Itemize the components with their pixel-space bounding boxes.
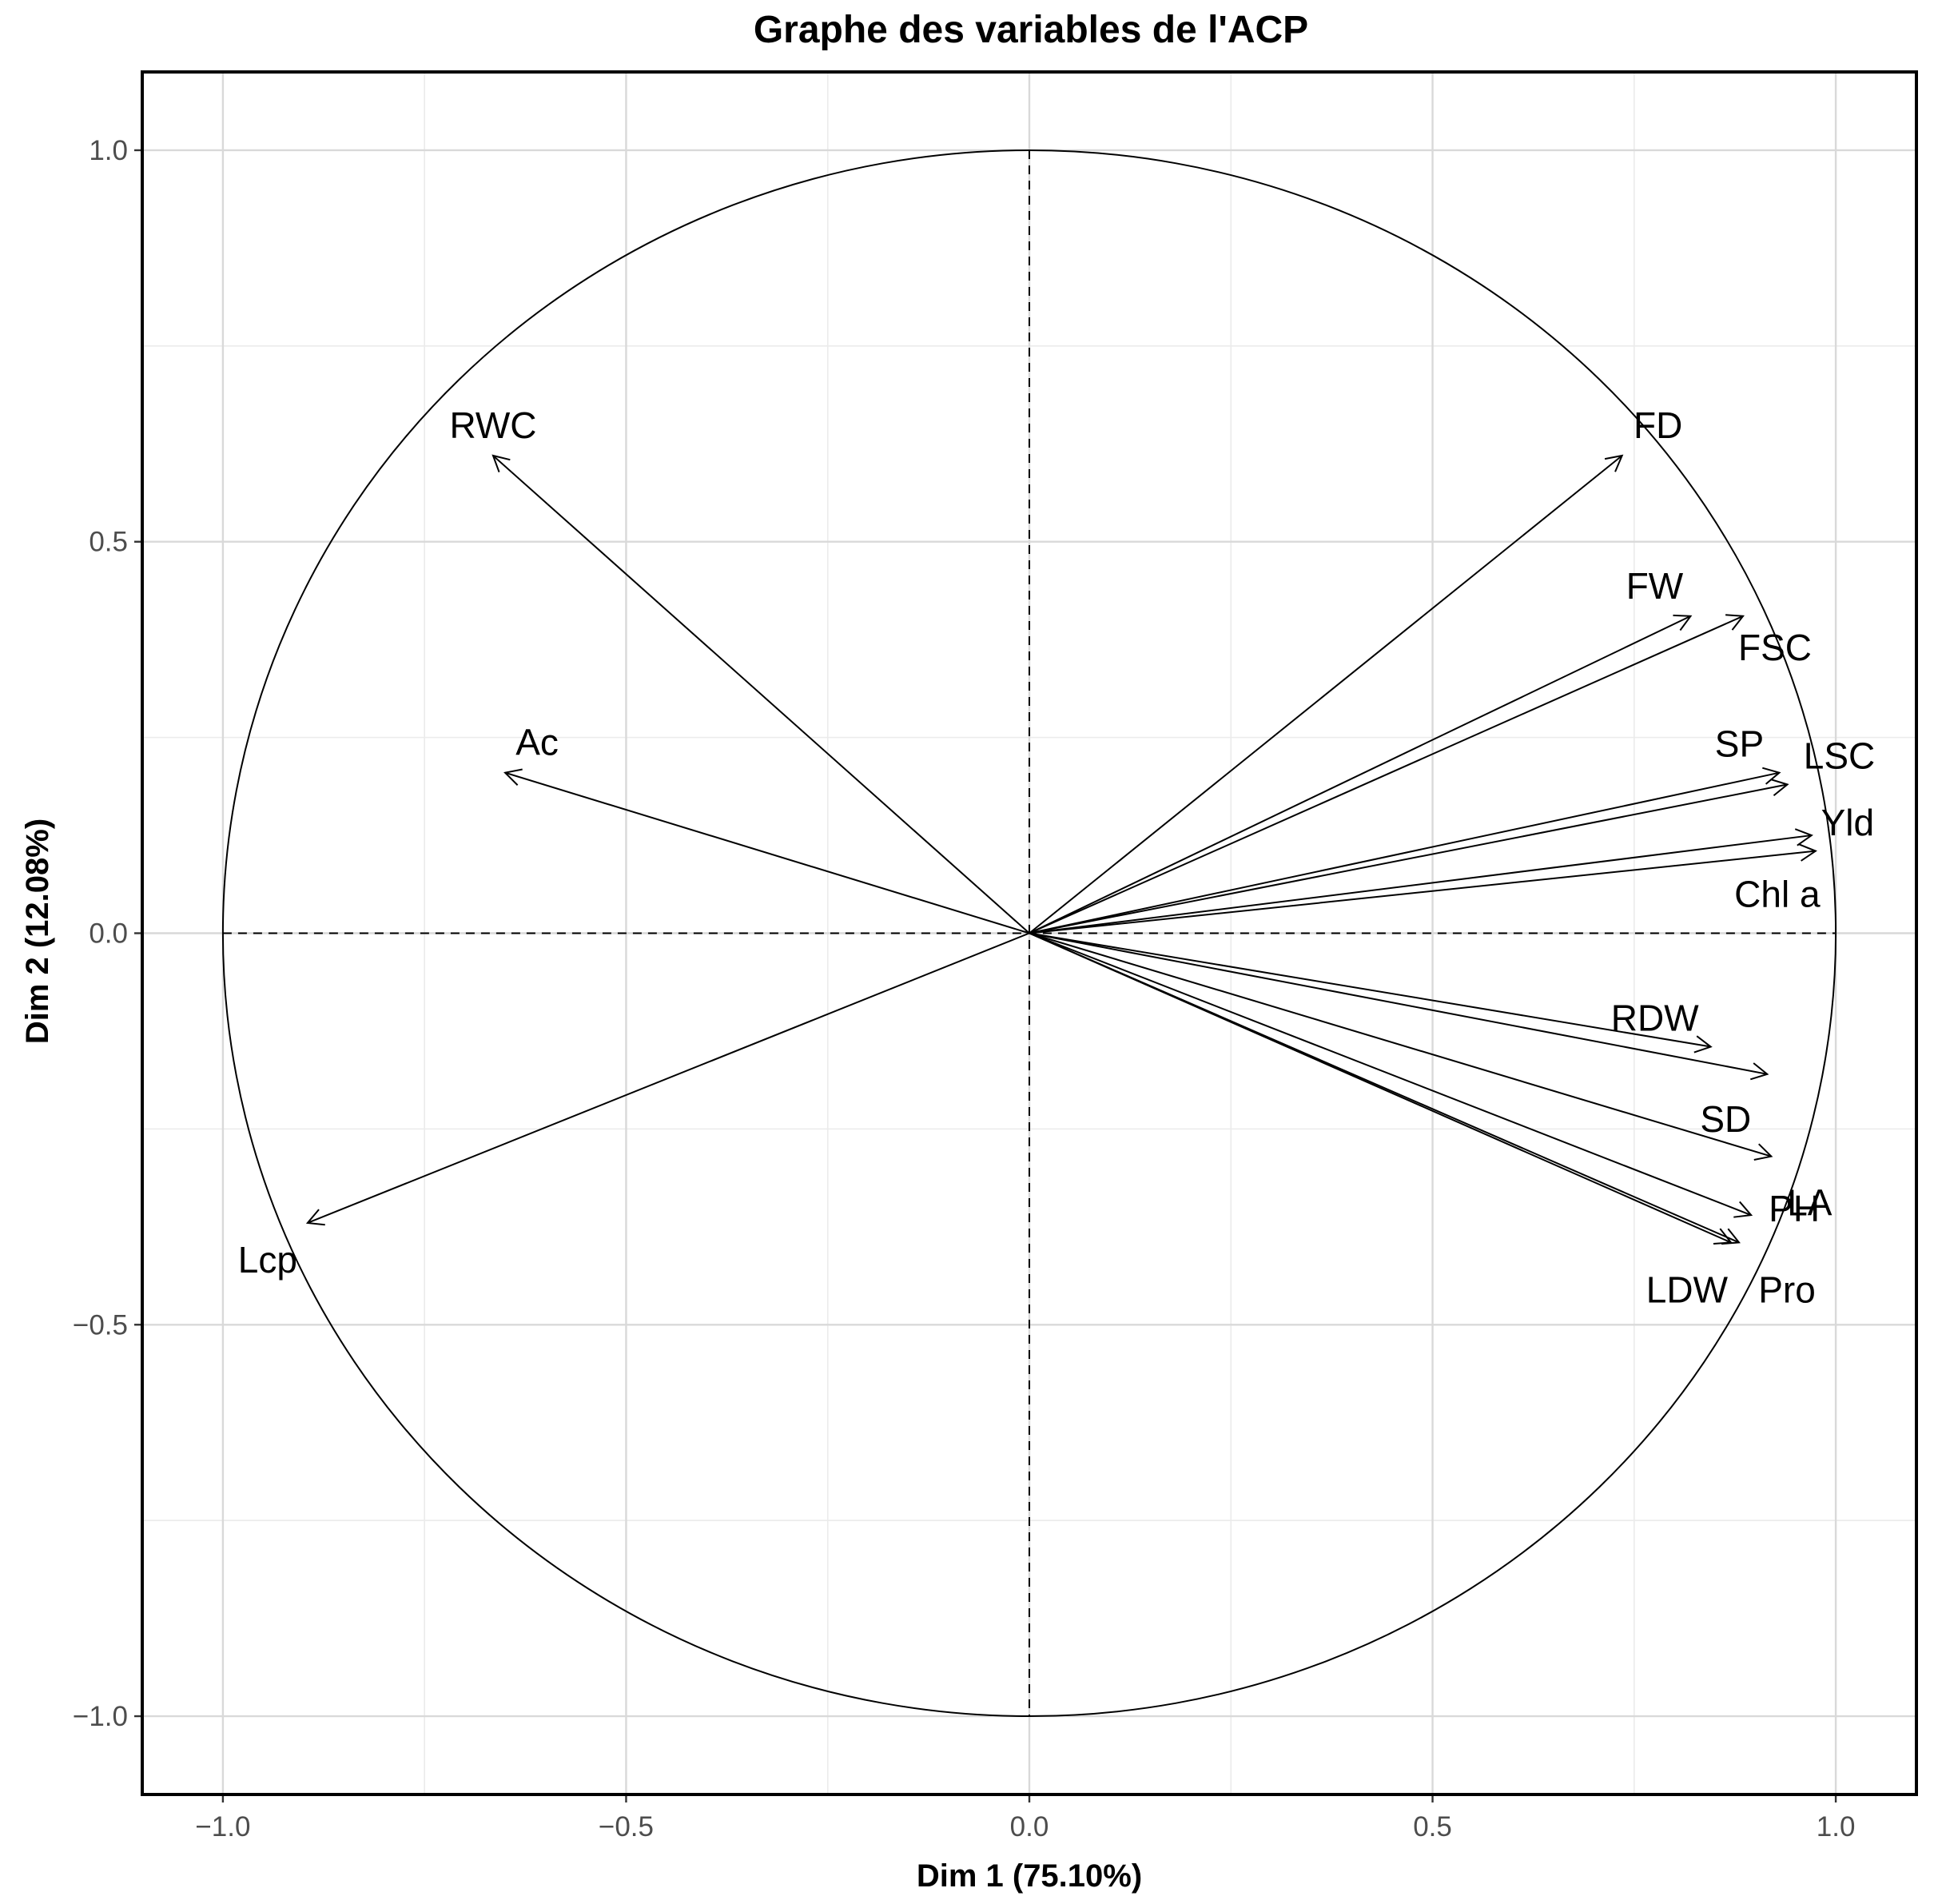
y-tick-label: −0.5 <box>73 1309 128 1340</box>
arrow-ph <box>1029 932 1752 1217</box>
x-tick-label: 0.5 <box>1413 1811 1452 1842</box>
y-tick-label: 0.5 <box>89 527 128 558</box>
label-la: LA <box>1787 1182 1833 1224</box>
arrowhead-rdw <box>1693 1035 1713 1054</box>
label-lsc: LSC <box>1804 735 1875 776</box>
x-axis-title: Dim 1 (75.10%) <box>917 1858 1142 1894</box>
arrow-yld <box>1029 834 1812 934</box>
x-axis-tick-labels: −1.0 −0.5 0.0 0.5 1.0 <box>195 1811 1855 1842</box>
arrow-sd <box>1029 932 1768 1075</box>
x-tick-label: −0.5 <box>599 1811 654 1842</box>
arrow-pro <box>1029 932 1740 1244</box>
arrowhead-lsc <box>1770 779 1789 797</box>
correlation-circle-layer <box>221 149 1837 1718</box>
label-ac: Ac <box>515 722 559 763</box>
y-tick-label: −1.0 <box>73 1701 128 1732</box>
label-pro: Pro <box>1758 1269 1816 1310</box>
arrowhead-sd <box>1750 1062 1769 1081</box>
arrow-ac <box>504 771 1030 934</box>
label-fsc: FSC <box>1738 627 1812 668</box>
arrowhead-sp <box>1762 767 1781 785</box>
arrow-sp <box>1029 771 1780 934</box>
label-lcp: Lcp <box>238 1239 297 1281</box>
arrowhead-chl-a <box>1799 843 1817 862</box>
arrow-la <box>1029 932 1772 1157</box>
label-fd: FD <box>1634 404 1682 446</box>
label-ph: PH <box>1769 1188 1820 1229</box>
label-sd: SD <box>1700 1098 1751 1140</box>
arrowhead-ac <box>503 768 523 786</box>
chart-title: Graphe des variables de l'ACP <box>754 9 1308 51</box>
arrow-lcp <box>307 932 1030 1224</box>
arrowhead-fsc <box>1725 614 1745 631</box>
label-chl-a: Chl a <box>1734 874 1821 915</box>
arrowhead-fw <box>1673 614 1693 631</box>
arrowhead-yld <box>1794 828 1813 846</box>
x-tick-label: 1.0 <box>1817 1811 1856 1842</box>
label-sp: SP <box>1715 723 1764 765</box>
label-yld: Yld <box>1821 802 1874 843</box>
label-rdw: RDW <box>1611 998 1699 1039</box>
arrow-chl-a <box>1029 850 1816 934</box>
arrow-rwc <box>492 455 1030 934</box>
arrowhead-lcp <box>305 1209 325 1226</box>
arrow-fd <box>1029 455 1623 934</box>
y-tick-label: 0.0 <box>89 918 128 950</box>
label-ldw: LDW <box>1646 1269 1729 1310</box>
axis-ticks <box>134 149 1837 1802</box>
label-rwc: RWC <box>449 404 536 446</box>
arrow-fsc <box>1029 615 1744 934</box>
plot-panel-border <box>141 70 1918 1796</box>
arrowhead-ph <box>1733 1201 1753 1218</box>
y-tick-label: 1.0 <box>89 135 128 166</box>
arrow-fw <box>1029 615 1691 934</box>
y-axis-title: Dim 2 (12.08%) <box>20 819 55 1044</box>
arrowhead-rwc <box>491 454 511 472</box>
arrowhead-la <box>1753 1143 1773 1161</box>
x-tick-label: 0.0 <box>1010 1811 1049 1842</box>
arrowhead-fd <box>1604 454 1624 472</box>
arrowhead-pro <box>1721 1228 1741 1245</box>
arrow-rdw <box>1029 932 1711 1048</box>
x-tick-label: −1.0 <box>195 1811 250 1842</box>
correlation-circle <box>221 149 1837 1718</box>
variable-arrows <box>305 454 1817 1245</box>
label-fw: FW <box>1626 565 1684 607</box>
arrow-lsc <box>1029 783 1788 934</box>
y-axis-tick-labels: −1.0 −0.5 0.0 0.5 1.0 <box>73 135 128 1732</box>
